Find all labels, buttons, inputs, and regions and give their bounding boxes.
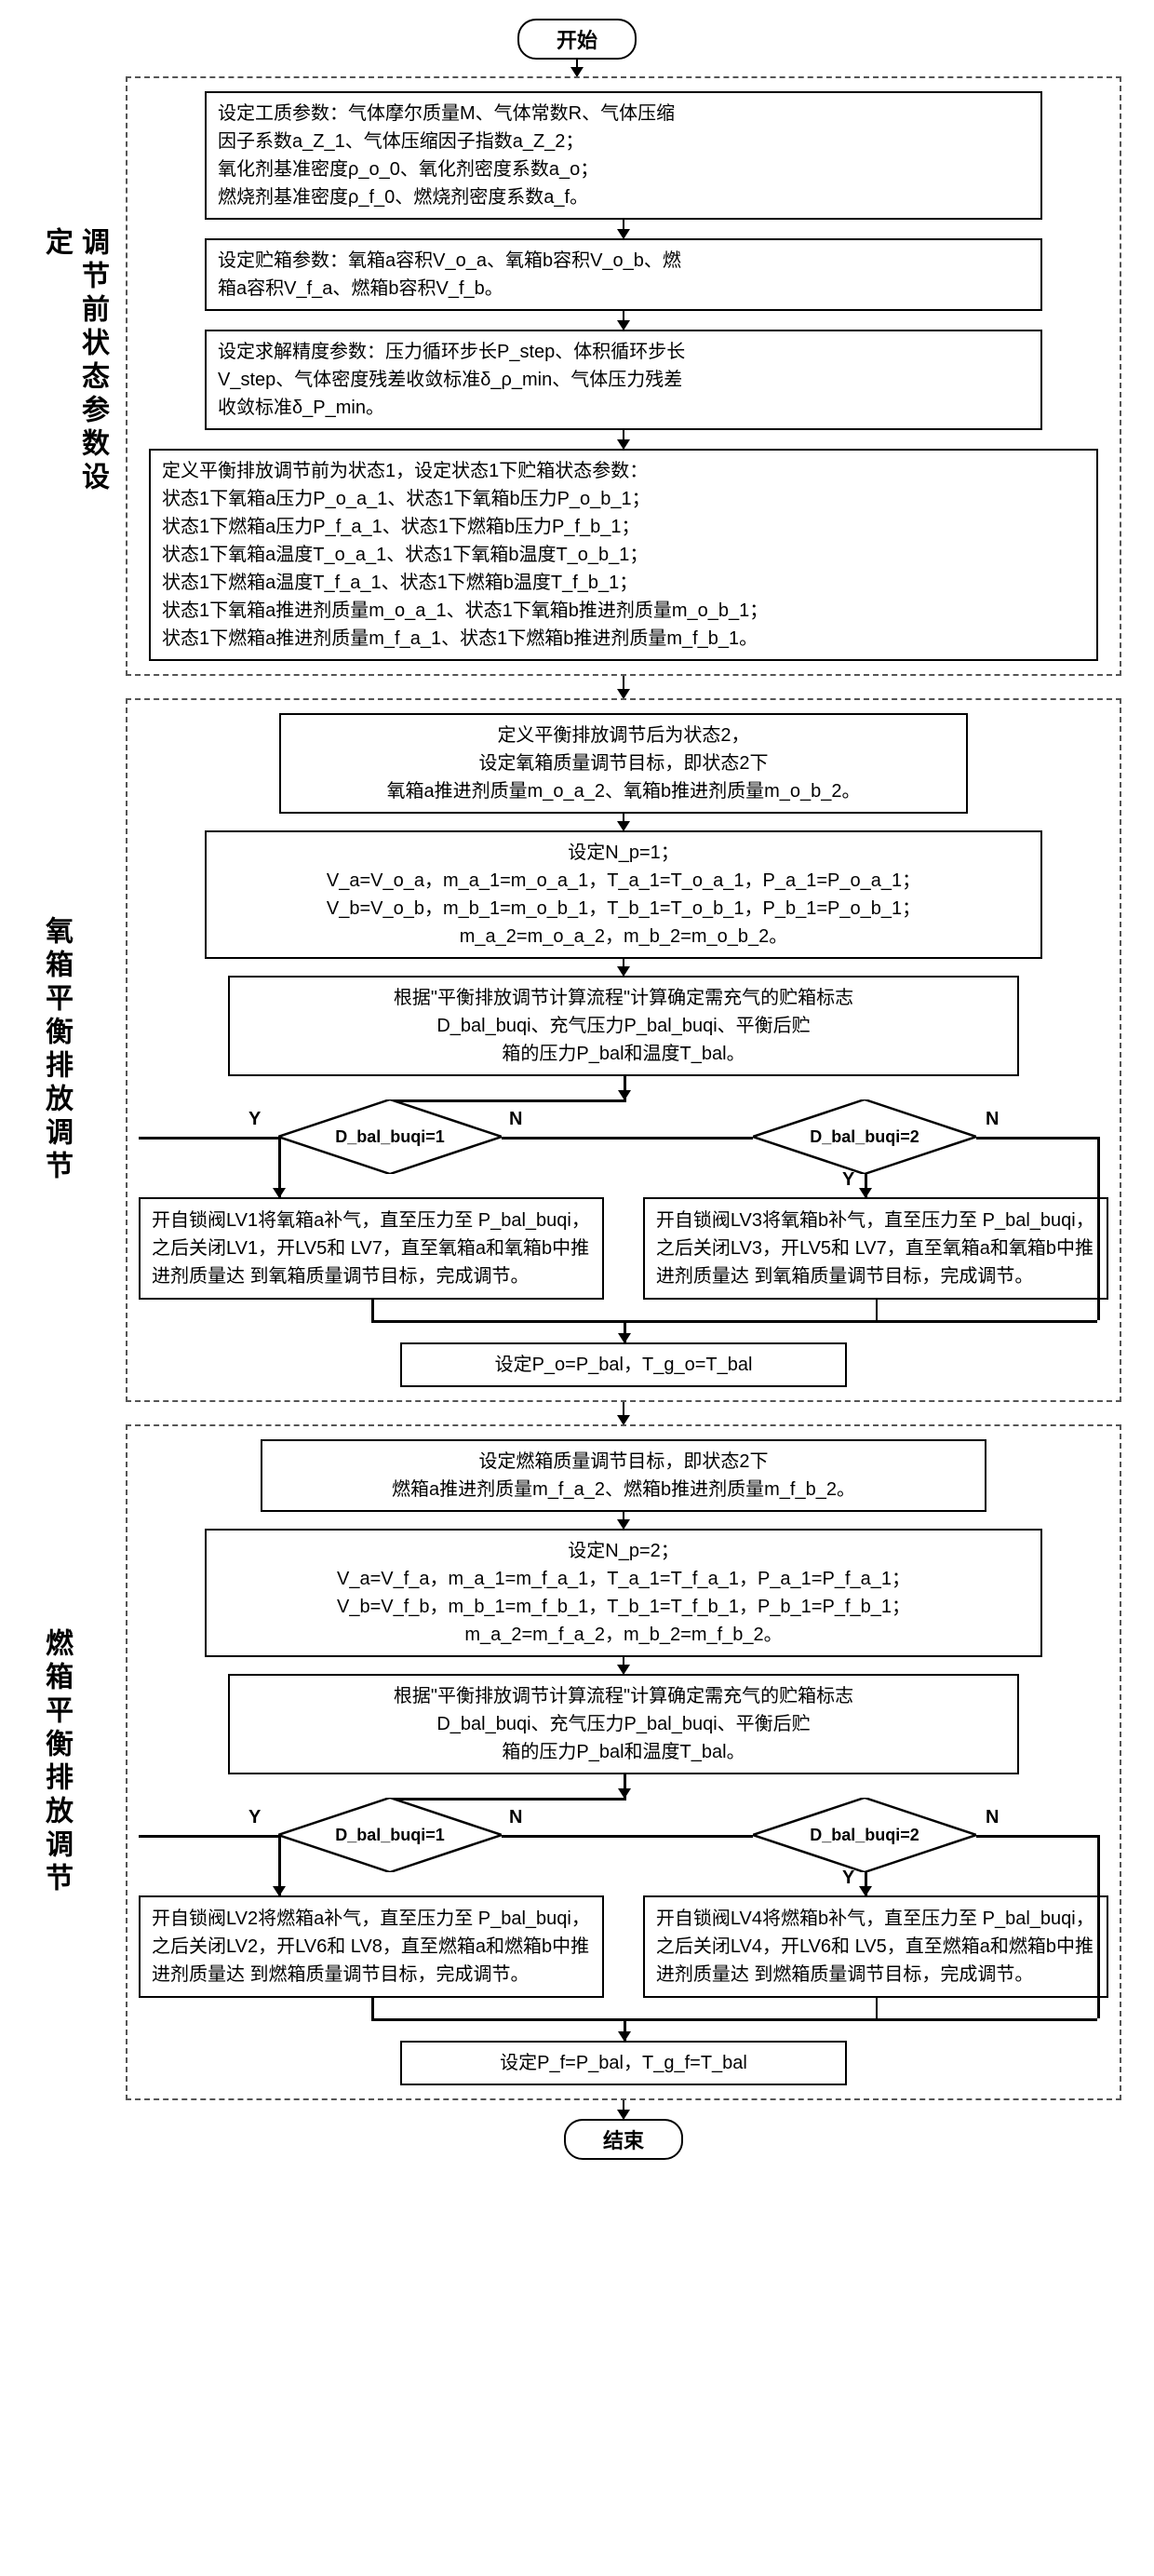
phase2-box1: 定义平衡排放调节后为状态2， 设定氧箱质量调节目标，即状态2下 氧箱a推进剂质量… — [279, 713, 968, 814]
phase1-box2: 设定贮箱参数：氧箱a容积V_o_a、氧箱b容积V_o_b、燃 箱a容积V_f_a… — [205, 238, 1042, 311]
yes-label: Y — [248, 1109, 261, 1130]
yes-label: Y — [842, 1868, 854, 1889]
no-label: N — [986, 1807, 999, 1828]
connector — [623, 2100, 625, 2119]
phase1-box4: 定义平衡排放调节前为状态1，设定状态1下贮箱状态参数： 状态1下氧箱a压力P_o… — [149, 449, 1098, 661]
phase3-group: 燃箱平衡排放调节 设定燃箱质量调节目标，即状态2下 燃箱a推进剂质量m_f_a_… — [126, 1424, 1121, 2100]
phase2-box3: 根据"平衡排放调节计算流程"计算确定需充气的贮箱标志 D_bal_buqi、充气… — [228, 976, 1019, 1076]
decision-text: D_bal_buqi=1 — [278, 1099, 502, 1174]
phase3-decision-row: D_bal_buqi=1 D_bal_buqi=2 Y N N Y — [139, 1774, 1108, 1895]
converge — [139, 1998, 1108, 2041]
decision-text: D_bal_buqi=1 — [278, 1798, 502, 1872]
decision-text: D_bal_buqi=2 — [753, 1798, 976, 1872]
yes-label: Y — [248, 1807, 261, 1828]
end-terminator: 结束 — [564, 2119, 683, 2160]
connector — [623, 676, 625, 698]
start-terminator: 开始 — [517, 19, 637, 60]
connector — [576, 60, 579, 76]
phase3-decision1: D_bal_buqi=1 — [278, 1798, 502, 1872]
phase3-box2: 设定N_p=2； V_a=V_f_a，m_a_1=m_f_a_1，T_a_1=T… — [205, 1529, 1042, 1657]
connector — [623, 959, 625, 976]
phase2-group: 氧箱平衡排放调节 定义平衡排放调节后为状态2， 设定氧箱质量调节目标，即状态2下… — [126, 698, 1121, 1402]
phase3-decision2: D_bal_buqi=2 — [753, 1798, 976, 1872]
phase3-label: 燃箱平衡排放调节 — [38, 1628, 74, 1896]
connector — [623, 1657, 625, 1674]
phase2-decision1: D_bal_buqi=1 — [278, 1099, 502, 1174]
decision-text: D_bal_buqi=2 — [753, 1099, 976, 1174]
phase2-decision2: D_bal_buqi=2 — [753, 1099, 976, 1174]
connector — [623, 814, 625, 830]
phase3-action2: 开自锁阀LV4将燃箱b补气，直至压力至 P_bal_buqi，之后关闭LV4，开… — [643, 1895, 1108, 1998]
no-label: N — [509, 1807, 522, 1828]
phase2-actions: 开自锁阀LV1将氧箱a补气，直至压力至 P_bal_buqi，之后关闭LV1，开… — [139, 1197, 1108, 1300]
phase3-action1: 开自锁阀LV2将燃箱a补气，直至压力至 P_bal_buqi，之后关闭LV2，开… — [139, 1895, 604, 1998]
phase3-output: 设定P_f=P_bal，T_g_f=T_bal — [400, 2041, 847, 2085]
flowchart-root: 开始 调节前状态参数设定 设定工质参数：气体摩尔质量M、气体常数R、气体压缩 因… — [9, 19, 1145, 2160]
phase2-label: 氧箱平衡排放调节 — [38, 916, 74, 1184]
phase1-group: 调节前状态参数设定 设定工质参数：气体摩尔质量M、气体常数R、气体压缩 因子系数… — [126, 76, 1121, 676]
phase1-box3: 设定求解精度参数：压力循环步长P_step、体积循环步长 V_step、气体密度… — [205, 330, 1042, 430]
phase2-box2: 设定N_p=1； V_a=V_o_a，m_a_1=m_o_a_1，T_a_1=T… — [205, 830, 1042, 959]
connector — [623, 1402, 625, 1424]
no-label: N — [509, 1109, 522, 1130]
phase2-output: 设定P_o=P_bal，T_g_o=T_bal — [400, 1342, 847, 1387]
phase1-label: 调节前状态参数设定 — [38, 227, 111, 525]
phase2-action2: 开自锁阀LV3将氧箱b补气，直至压力至 P_bal_buqi，之后关闭LV3，开… — [643, 1197, 1108, 1300]
connector — [623, 311, 625, 330]
phase2-action1: 开自锁阀LV1将氧箱a补气，直至压力至 P_bal_buqi，之后关闭LV1，开… — [139, 1197, 604, 1300]
connector — [623, 1512, 625, 1529]
no-label: N — [986, 1109, 999, 1130]
connector — [623, 220, 625, 238]
phase1-box1: 设定工质参数：气体摩尔质量M、气体常数R、气体压缩 因子系数a_Z_1、气体压缩… — [205, 91, 1042, 220]
connector — [623, 430, 625, 449]
phase3-actions: 开自锁阀LV2将燃箱a补气，直至压力至 P_bal_buqi，之后关闭LV2，开… — [139, 1895, 1108, 1998]
phase2-decision-row: D_bal_buqi=1 D_bal_buqi=2 Y N N Y — [139, 1076, 1108, 1197]
phase3-box3: 根据"平衡排放调节计算流程"计算确定需充气的贮箱标志 D_bal_buqi、充气… — [228, 1674, 1019, 1774]
yes-label: Y — [842, 1169, 854, 1191]
phase3-box1: 设定燃箱质量调节目标，即状态2下 燃箱a推进剂质量m_f_a_2、燃箱b推进剂质… — [261, 1439, 986, 1512]
converge — [139, 1300, 1108, 1342]
